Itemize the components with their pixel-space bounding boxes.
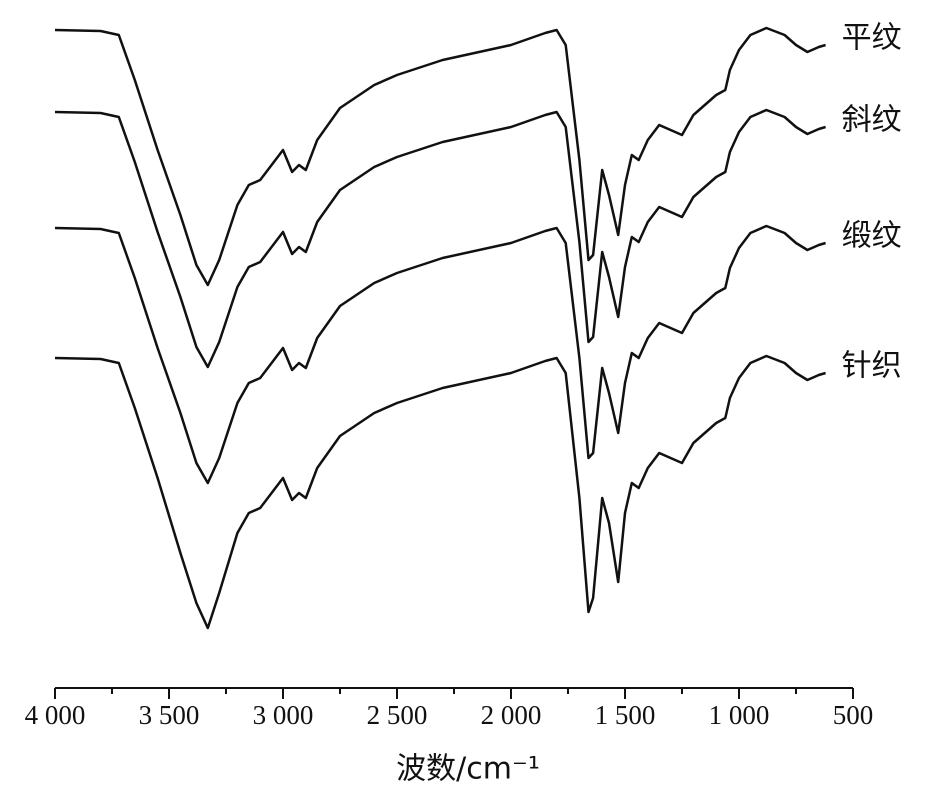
- spectrum-line: [54, 354, 826, 630]
- spectrum-line: [54, 26, 826, 287]
- x-tick-label: 4 000: [25, 700, 86, 730]
- series-label: 针织: [842, 349, 902, 384]
- spectrum-line: [54, 108, 826, 369]
- x-tick-label: 3 000: [253, 700, 314, 730]
- x-tick-label: 500: [833, 700, 874, 730]
- x-axis-label: 波数/cm⁻¹: [396, 752, 540, 787]
- spectrum-line: [54, 224, 826, 485]
- x-tick-label: 2 500: [367, 700, 428, 730]
- x-tick-label: 1 500: [595, 700, 656, 730]
- series-label: 斜纹: [842, 103, 902, 138]
- series-label: 平纹: [842, 21, 902, 56]
- x-tick-label: 3 500: [139, 700, 200, 730]
- x-tick-label: 1 000: [709, 700, 770, 730]
- series-label: 缎纹: [842, 219, 902, 254]
- x-tick-label: 2 000: [481, 700, 542, 730]
